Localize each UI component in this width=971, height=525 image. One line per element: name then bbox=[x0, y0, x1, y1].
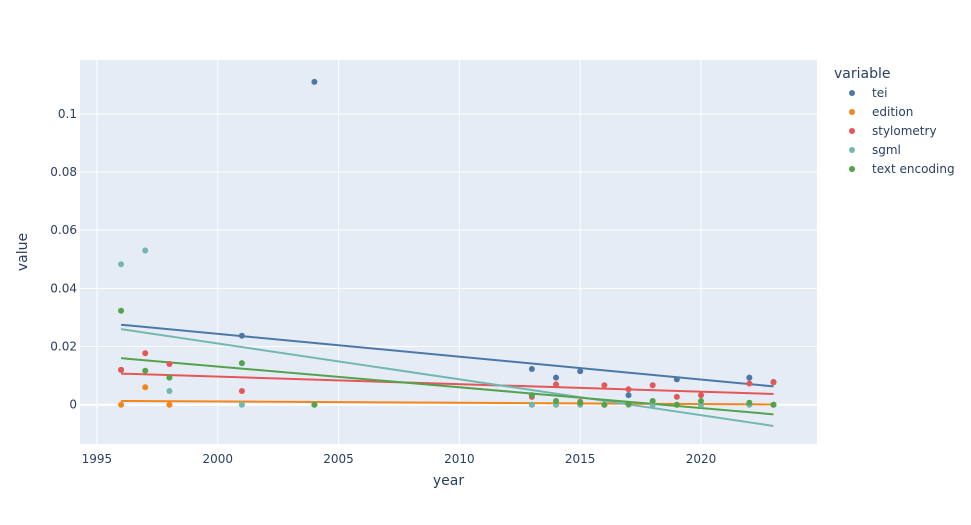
point-text-encoding bbox=[528, 392, 535, 399]
point-tei bbox=[746, 374, 753, 381]
point-tei bbox=[311, 78, 318, 85]
point-sgml bbox=[238, 401, 245, 408]
point-stylometry bbox=[118, 366, 125, 373]
x-tick-label: 2020 bbox=[686, 452, 717, 466]
y-tick-label: 0.08 bbox=[50, 165, 77, 179]
trend-line-edition bbox=[121, 399, 774, 406]
point-text-encoding bbox=[311, 401, 318, 408]
point-text-encoding bbox=[673, 401, 680, 408]
point-text-encoding bbox=[166, 374, 173, 381]
data-points bbox=[118, 78, 777, 408]
point-sgml bbox=[142, 247, 149, 254]
point-stylometry bbox=[142, 350, 149, 357]
point-stylometry bbox=[601, 382, 608, 389]
y-tick-label: 0.06 bbox=[50, 223, 77, 237]
point-tei bbox=[673, 376, 680, 383]
point-tei bbox=[577, 368, 584, 375]
point-stylometry bbox=[625, 386, 632, 393]
legend-item-stylometry[interactable]: stylometry bbox=[849, 124, 937, 138]
x-tick-label: 2015 bbox=[565, 452, 596, 466]
point-text-encoding bbox=[142, 367, 149, 374]
trend-line-text-encoding bbox=[120, 357, 774, 416]
legend-marker bbox=[849, 128, 855, 134]
point-sgml bbox=[118, 261, 125, 268]
y-axis-title: value bbox=[15, 233, 31, 271]
x-axis-title: year bbox=[433, 473, 464, 489]
plot-background bbox=[80, 60, 817, 444]
point-stylometry bbox=[238, 388, 245, 395]
point-text-encoding bbox=[770, 401, 777, 408]
point-text-encoding bbox=[238, 360, 245, 367]
legend-label: sgml bbox=[872, 143, 901, 157]
x-tick-label: 2005 bbox=[323, 452, 354, 466]
point-text-encoding bbox=[577, 399, 584, 406]
x-tick-label: 2000 bbox=[202, 452, 233, 466]
point-text-encoding bbox=[698, 397, 705, 404]
point-text-encoding bbox=[601, 401, 608, 408]
point-tei bbox=[553, 374, 560, 381]
point-stylometry bbox=[673, 393, 680, 400]
point-text-encoding bbox=[553, 397, 560, 404]
legend: tei edition stylometry sgml text encoding bbox=[849, 86, 955, 176]
legend-label: tei bbox=[872, 86, 887, 100]
trend-line-stylometry bbox=[121, 372, 774, 395]
x-tick-label: 1995 bbox=[82, 452, 113, 466]
legend-label: edition bbox=[872, 105, 913, 119]
x-tick-label: 2010 bbox=[444, 452, 475, 466]
point-text-encoding bbox=[118, 307, 125, 314]
legend-title: variable bbox=[834, 66, 890, 82]
legend-item-tei[interactable]: tei bbox=[849, 86, 887, 100]
point-tei bbox=[625, 392, 632, 399]
y-tick-label: 0.1 bbox=[58, 107, 77, 121]
point-edition bbox=[142, 384, 149, 391]
point-edition bbox=[118, 401, 125, 408]
legend-item-text-encoding[interactable]: text encoding bbox=[849, 162, 955, 176]
y-tick-label: 0 bbox=[69, 398, 77, 412]
legend-marker bbox=[849, 166, 855, 172]
point-stylometry bbox=[770, 379, 777, 386]
y-tick-labels: 0 0.02 0.04 0.06 0.08 0.1 bbox=[50, 107, 77, 412]
y-tick-label: 0.02 bbox=[50, 340, 77, 354]
y-tick-label: 0.04 bbox=[50, 281, 77, 295]
legend-marker bbox=[849, 109, 855, 115]
point-stylometry bbox=[649, 382, 656, 389]
legend-item-sgml[interactable]: sgml bbox=[849, 143, 901, 157]
legend-item-edition[interactable]: edition bbox=[849, 105, 913, 119]
legend-marker bbox=[849, 147, 855, 153]
point-edition bbox=[166, 401, 173, 408]
point-stylometry bbox=[553, 381, 560, 388]
point-text-encoding bbox=[649, 397, 656, 404]
legend-label: text encoding bbox=[872, 162, 955, 176]
point-text-encoding bbox=[625, 400, 632, 407]
point-stylometry bbox=[698, 392, 705, 399]
legend-label: stylometry bbox=[872, 124, 937, 138]
trend-line-tei bbox=[120, 323, 774, 388]
trend-lines bbox=[120, 323, 774, 427]
point-sgml bbox=[166, 388, 173, 395]
point-tei bbox=[238, 332, 245, 339]
point-text-encoding bbox=[746, 399, 753, 406]
point-stylometry bbox=[746, 380, 753, 387]
point-sgml bbox=[528, 401, 535, 408]
trend-line-sgml bbox=[120, 328, 774, 427]
legend-marker bbox=[849, 90, 855, 96]
x-tick-labels: 1995 2000 2005 2010 2015 2020 bbox=[82, 452, 717, 466]
point-stylometry bbox=[166, 361, 173, 367]
point-tei bbox=[528, 365, 535, 372]
